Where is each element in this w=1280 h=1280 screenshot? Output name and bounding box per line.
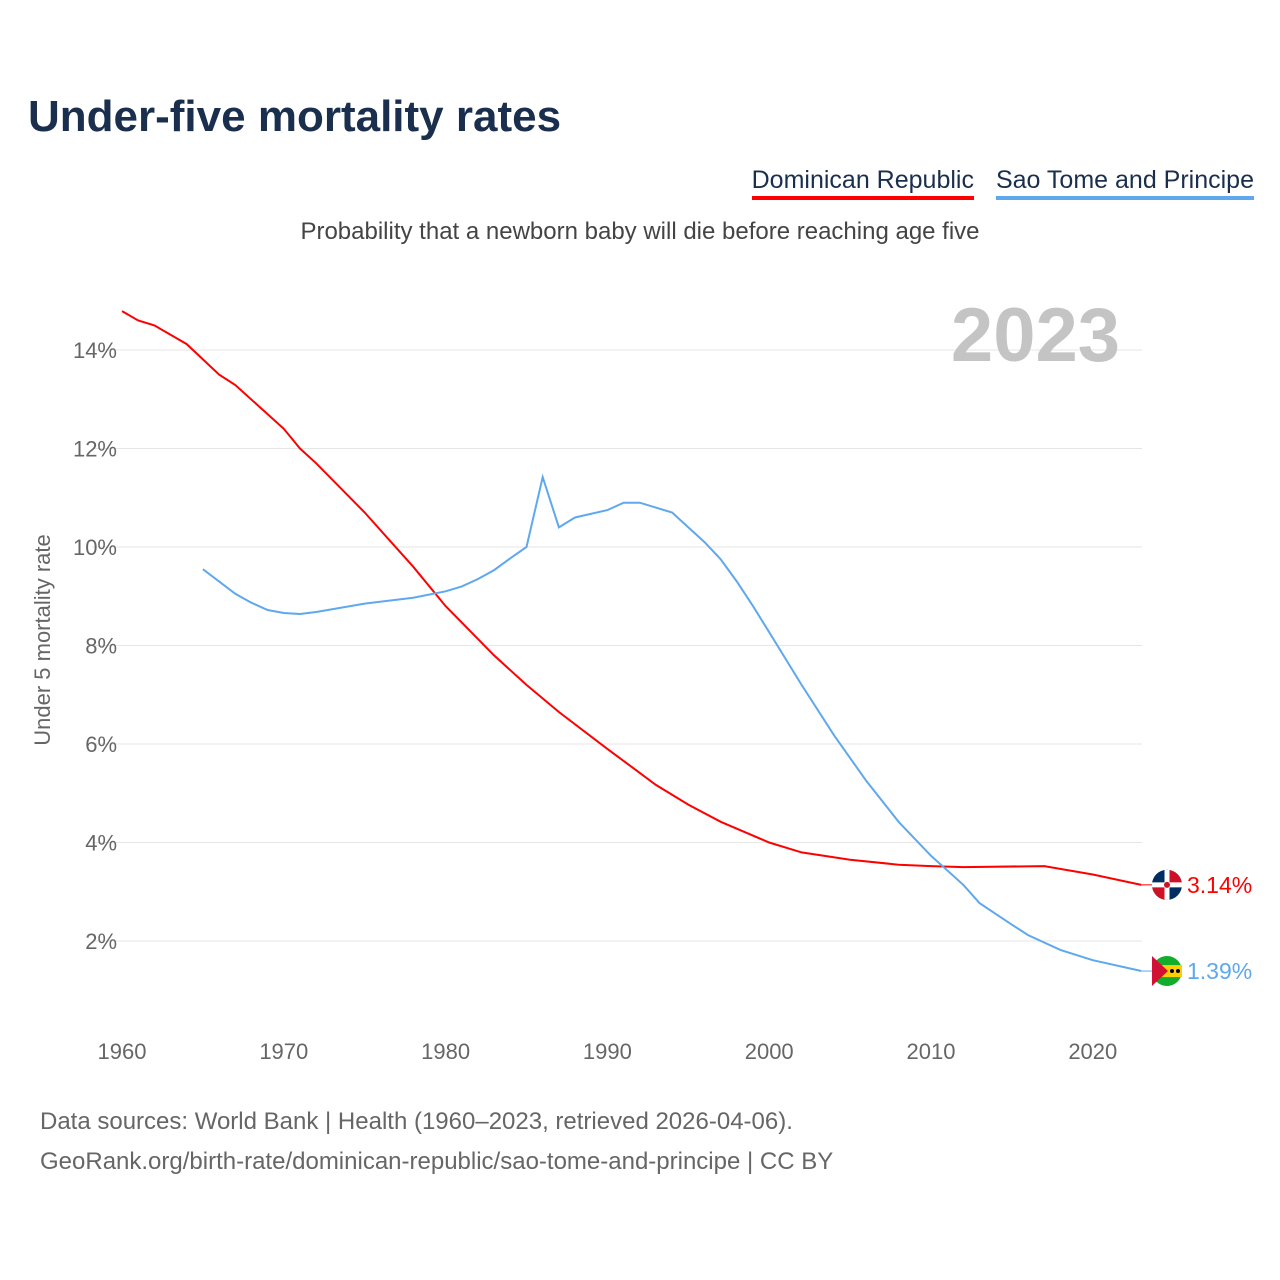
sao-tome-flag-icon — [1152, 956, 1182, 987]
y-tick-label: 14% — [73, 338, 117, 363]
y-tick-label: 2% — [85, 929, 117, 954]
chart-title: Under-five mortality rates — [28, 92, 562, 141]
legend-sao-tome[interactable]: Sao Tome and Principe — [995, 166, 1254, 200]
end-value-label: 3.14% — [1187, 872, 1252, 898]
end-value-label: 1.39% — [1187, 958, 1252, 984]
x-tick-label: 2020 — [1068, 1039, 1117, 1064]
y-tick-label: 4% — [85, 831, 117, 856]
y-axis-label: Under 5 mortality rate — [30, 534, 55, 746]
year-label: 2023 — [951, 293, 1120, 378]
chart-subtitle: Probability that a newborn baby will die… — [300, 218, 980, 245]
x-tick-label: 1970 — [259, 1039, 308, 1064]
flag-part — [1176, 969, 1180, 974]
dominican-flag-icon — [1152, 869, 1182, 900]
y-tick-label: 10% — [73, 535, 117, 560]
x-tick-label: 1980 — [421, 1039, 470, 1064]
flag-part — [1152, 884, 1167, 900]
flag-part — [1152, 956, 1168, 987]
series-line-1 — [202, 473, 1142, 972]
y-tick-label: 12% — [73, 437, 117, 462]
flag-part — [1164, 881, 1170, 888]
y-tick-label: 6% — [85, 732, 117, 757]
legend: Dominican Republic Sao Tome and Principe — [751, 166, 1254, 200]
legend-dominican-republic[interactable]: Dominican Republic — [751, 166, 974, 200]
flag-part — [1167, 869, 1182, 885]
source-line-2[interactable]: GeoRank.org/birth-rate/dominican-republi… — [40, 1148, 834, 1175]
x-tick-label: 2010 — [907, 1039, 956, 1064]
x-tick-label: 1960 — [98, 1039, 147, 1064]
x-tick-label: 1990 — [583, 1039, 632, 1064]
x-tick-label: 2000 — [745, 1039, 794, 1064]
source-line-1: Data sources: World Bank | Health (1960–… — [40, 1108, 793, 1135]
y-tick-label: 8% — [85, 634, 117, 659]
series-line-0 — [121, 310, 1142, 886]
flag-part — [1152, 869, 1167, 885]
flag-part — [1170, 969, 1174, 974]
